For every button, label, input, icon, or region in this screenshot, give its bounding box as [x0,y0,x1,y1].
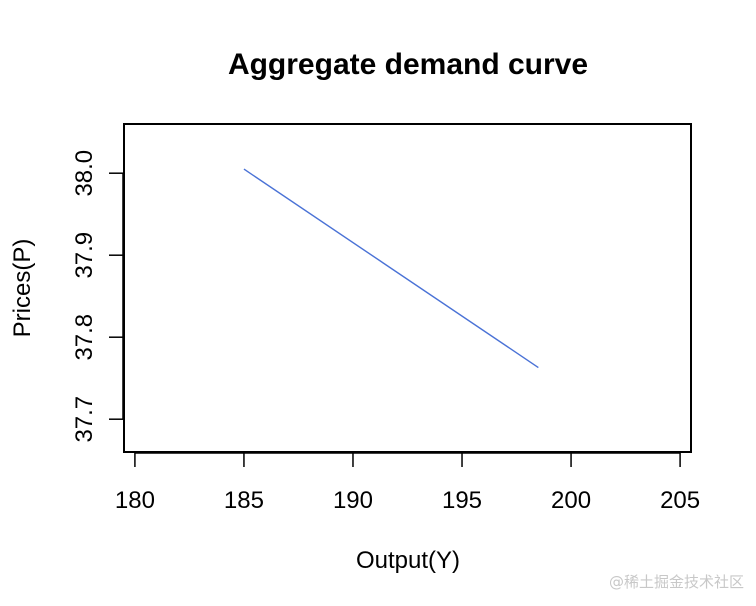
y-tick-label: 37.8 [71,314,98,361]
x-tick-label: 200 [551,487,591,514]
y-tick-label: 37.7 [71,396,98,443]
x-axis-label: Output(Y) [356,547,460,574]
y-axis-label: Prices(P) [9,239,36,338]
y-axis: 37.7 37.8 37.9 38.0 [71,150,124,443]
x-tick-label: 185 [224,487,264,514]
x-axis: 180 185 190 195 200 205 [115,452,700,514]
x-tick-label: 190 [333,487,373,514]
x-tick-label: 180 [115,487,155,514]
y-tick-label: 38.0 [71,150,98,197]
chart-title: Aggregate demand curve [228,48,588,81]
x-tick-label: 205 [660,487,700,514]
plot-frame [123,123,692,453]
x-tick-label: 195 [442,487,482,514]
y-tick-label: 37.9 [71,232,98,279]
watermark: @稀土掘金技术社区 [608,573,744,591]
series-group [243,168,539,369]
demand-curve-line [243,168,539,369]
